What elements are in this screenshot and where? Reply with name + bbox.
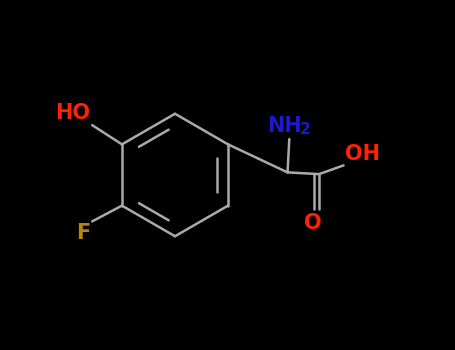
Text: 2: 2 xyxy=(300,122,311,138)
Text: F: F xyxy=(76,223,91,243)
Text: HO: HO xyxy=(56,103,91,123)
Text: OH: OH xyxy=(345,144,380,164)
Text: O: O xyxy=(304,212,322,233)
Text: NH: NH xyxy=(267,116,301,136)
